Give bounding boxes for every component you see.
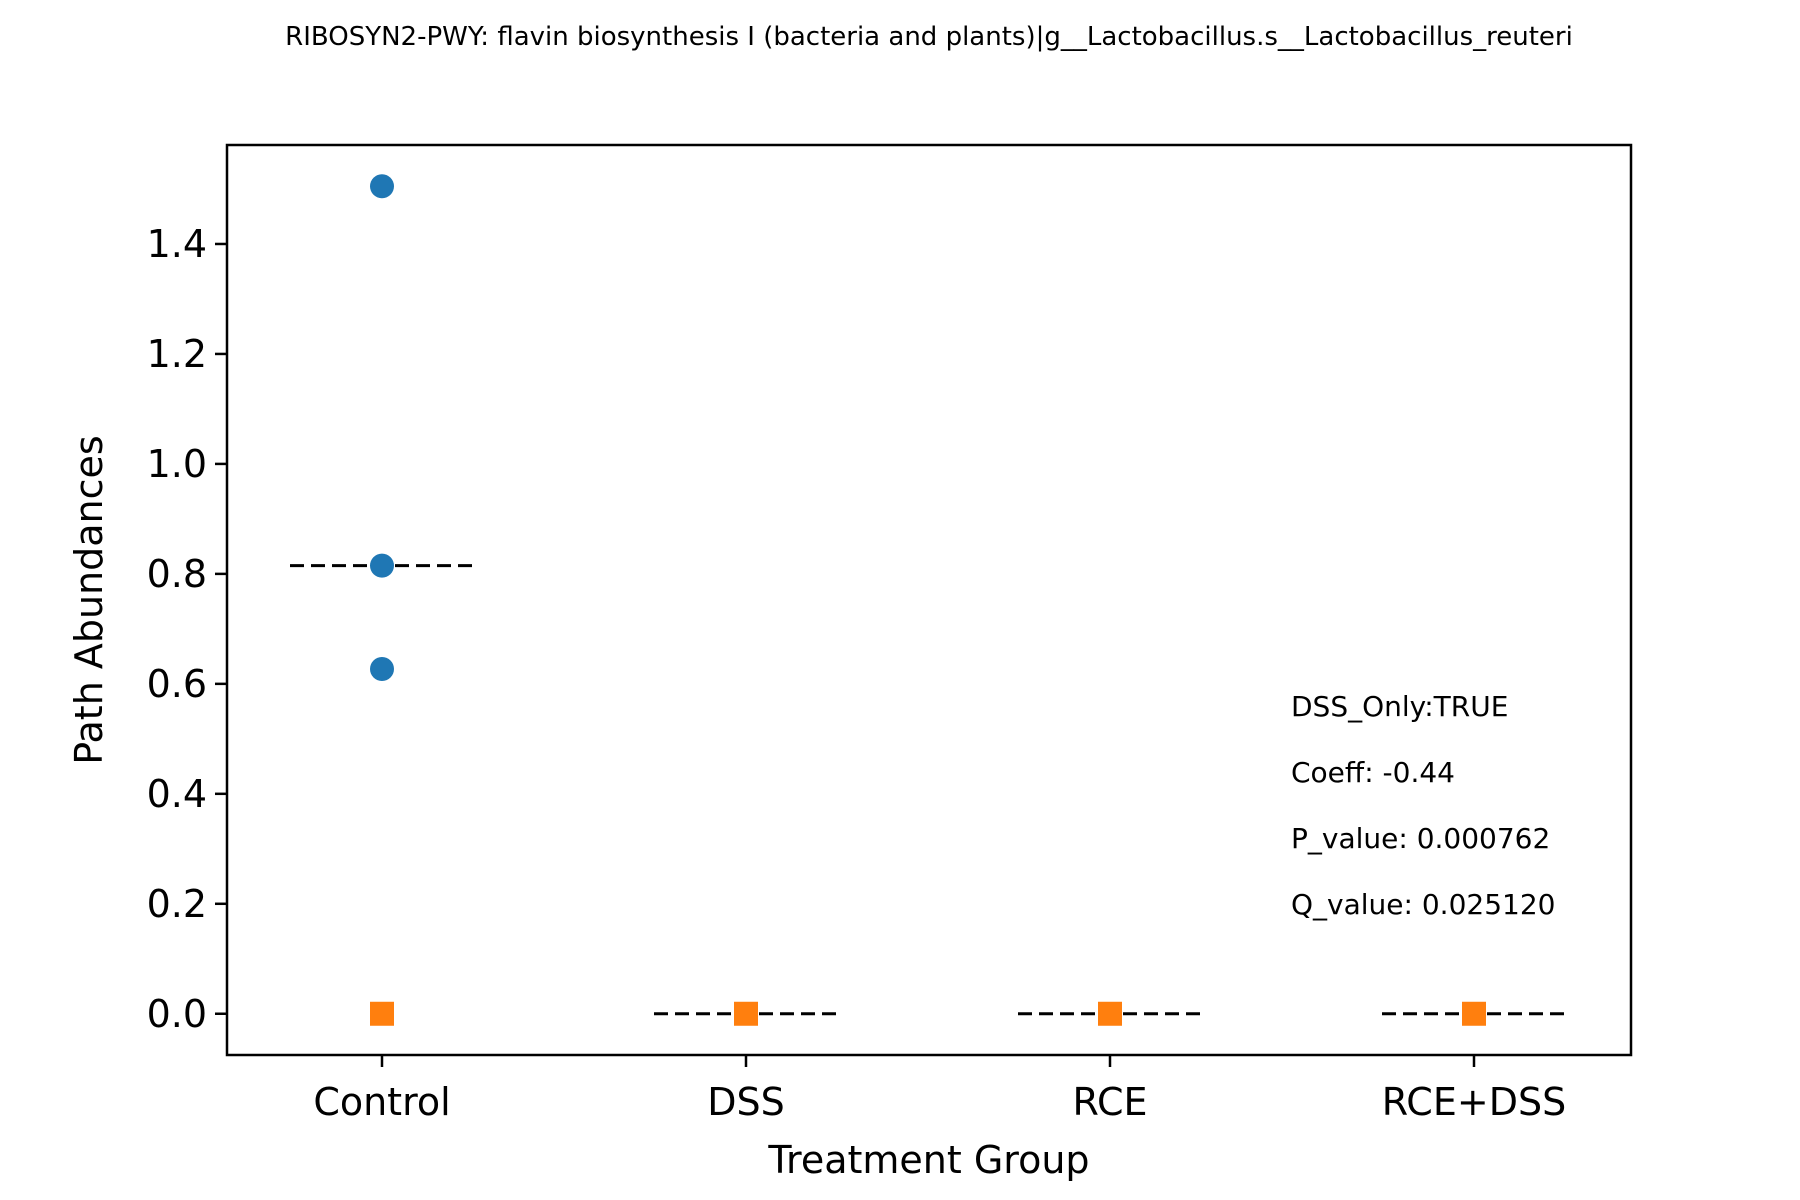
annotation-text: Q_value: 0.025120 (1291, 888, 1555, 921)
y-tick-label: 0.2 (147, 882, 207, 926)
data-point-square (1462, 1001, 1486, 1026)
data-point-circle (370, 553, 394, 578)
annotation-text: DSS_Only:TRUE (1291, 690, 1508, 723)
x-tick-label: DSS (707, 1080, 785, 1124)
data-point-circle (370, 657, 394, 682)
plot-area (290, 174, 1566, 1026)
y-tick-label: 1.4 (147, 222, 207, 266)
y-tick-label: 1.0 (147, 442, 207, 486)
y-axis-label: Path Abundances (67, 435, 111, 764)
annotation-text: Coeff: -0.44 (1291, 756, 1455, 789)
data-point-circle (370, 174, 394, 199)
stats-annotations: DSS_Only:TRUE Coeff: -0.44 P_value: 0.0007… (1291, 690, 1555, 921)
data-point-square (370, 1001, 394, 1026)
y-tick-label: 0.8 (147, 552, 207, 596)
y-tick-label: 0.0 (147, 992, 207, 1036)
y-tick-label: 1.2 (147, 332, 207, 376)
x-tick-label: Control (313, 1080, 450, 1124)
y-tick-label: 0.6 (147, 662, 207, 706)
x-axis-label: Treatment Group (767, 1138, 1089, 1182)
x-tick-label: RCE (1072, 1080, 1147, 1124)
data-point-square (734, 1001, 758, 1026)
annotation-text: P_value: 0.000762 (1291, 822, 1550, 855)
y-tick-label: 0.4 (147, 772, 207, 816)
data-point-square (1098, 1001, 1122, 1026)
chart-title: RIBOSYN2-PWY: flavin biosynthesis I (bac… (285, 22, 1573, 52)
x-tick-label: RCE+DSS (1382, 1080, 1566, 1124)
plot-frame (225, 143, 1633, 1057)
